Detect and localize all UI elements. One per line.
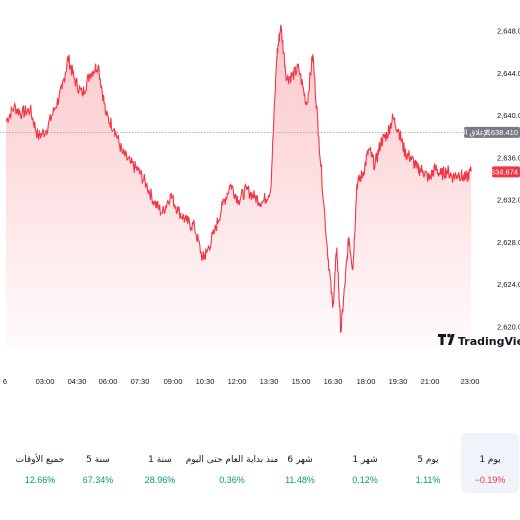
period-performance-bar: جميع الأوقات 12.66% 5 سنة 67.34% 1 سنة 28.96%… xyxy=(0,433,520,495)
x-tick-label: 18:00 xyxy=(357,377,376,386)
x-tick-label: 15:00 xyxy=(292,377,311,386)
x-tick-label: 13:30 xyxy=(260,377,279,386)
x-tick-label: 03:00 xyxy=(36,377,55,386)
period-change-value: 0.12% xyxy=(352,475,378,485)
tradingview-watermark: TradingView xyxy=(438,333,520,348)
period-change-value: −0.19% xyxy=(474,475,506,485)
y-tick-label: 2,624.000 xyxy=(497,280,520,289)
period-change-value: 67.34% xyxy=(82,475,114,485)
period-label: منذ بداية العام حتى اليوم xyxy=(185,455,279,465)
period-label: 5 يوم xyxy=(417,455,439,465)
period-tab[interactable]: 5 سنة 67.34% xyxy=(73,433,123,493)
x-tick-label: 16:30 xyxy=(324,377,343,386)
period-change-value: 0.36% xyxy=(219,475,245,485)
period-change-value: 28.96% xyxy=(144,475,176,485)
x-tick-label: 23:00 xyxy=(461,377,480,386)
period-change-value: 12.66% xyxy=(24,475,56,485)
period-tab[interactable]: 5 يوم 1.11% xyxy=(403,433,453,493)
period-label: 1 يوم xyxy=(479,455,501,465)
x-tick-label: 12:00 xyxy=(228,377,247,386)
y-tick-label: 2,644.000 xyxy=(497,69,520,78)
period-tab[interactable]: جميع الأوقات 12.66% xyxy=(5,433,75,493)
x-tick-label: 10:30 xyxy=(196,377,215,386)
tradingview-wordmark: TradingView xyxy=(458,335,520,348)
y-tick-label: 2,636.000 xyxy=(497,153,520,162)
price-line xyxy=(5,24,472,334)
x-tick-label: 09:00 xyxy=(164,377,183,386)
x-tick-label: 07:30 xyxy=(131,377,150,386)
y-tick-label: 2,628.000 xyxy=(497,238,520,247)
y-tick-label: 2,620.000 xyxy=(497,323,520,332)
x-tick-label: 19:30 xyxy=(389,377,408,386)
previous-close-tag: الإغلاق السابق 2,638.410 xyxy=(446,126,520,138)
period-label: 1 سنة xyxy=(148,455,172,465)
price-chart[interactable]: 2,648.000 2,644.000 2,640.000 2,636.000 2,63… xyxy=(0,0,520,400)
period-change-value: 1.11% xyxy=(415,475,441,485)
previous-close-value: 2,638.410 xyxy=(485,128,518,137)
y-tick-label: 2,632.000 xyxy=(497,196,520,205)
period-tab[interactable]: 1 يوم −0.19% xyxy=(461,433,519,493)
tradingview-logo-icon xyxy=(438,333,455,345)
period-label: 1 شهر xyxy=(352,455,378,465)
period-tab[interactable]: 1 شهر 0.12% xyxy=(340,433,390,493)
last-price-tag: 2,634.674 xyxy=(485,166,520,178)
period-label: جميع الأوقات xyxy=(15,455,65,465)
period-tab[interactable]: 1 سنة 28.96% xyxy=(135,433,185,493)
price-area-fill xyxy=(6,25,472,349)
x-tick-label: 06:00 xyxy=(99,377,118,386)
period-tab[interactable]: 6 شهر 11.48% xyxy=(275,433,325,493)
x-tick-label: 6 xyxy=(3,377,7,386)
period-tab[interactable]: منذ بداية العام حتى اليوم 0.36% xyxy=(182,433,282,493)
period-label: 6 شهر xyxy=(287,455,313,465)
period-change-value: 11.48% xyxy=(285,475,315,485)
period-label: 5 سنة xyxy=(86,455,110,465)
y-tick-label: 2,648.000 xyxy=(497,27,520,36)
x-tick-label: 21:00 xyxy=(421,377,440,386)
y-tick-label: 2,640.000 xyxy=(497,111,520,120)
x-tick-label: 04:30 xyxy=(68,377,87,386)
last-price-value: 2,634.674 xyxy=(485,167,518,176)
previous-close-label: الإغلاق السابق xyxy=(446,128,490,137)
